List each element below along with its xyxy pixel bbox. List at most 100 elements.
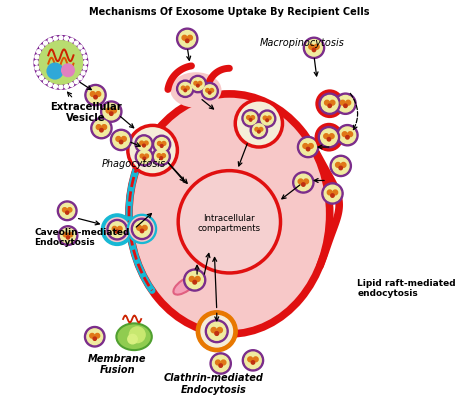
Circle shape: [143, 157, 146, 160]
Circle shape: [257, 130, 260, 133]
Circle shape: [253, 124, 265, 136]
Ellipse shape: [170, 72, 221, 107]
Circle shape: [196, 311, 237, 352]
Circle shape: [325, 100, 329, 105]
Circle shape: [251, 361, 255, 364]
Circle shape: [253, 357, 258, 362]
Circle shape: [246, 115, 250, 119]
Circle shape: [344, 104, 347, 107]
Circle shape: [342, 132, 347, 137]
Circle shape: [94, 95, 97, 99]
Text: Membrane
Fusion: Membrane Fusion: [88, 354, 146, 375]
Circle shape: [90, 334, 94, 338]
Circle shape: [194, 81, 198, 85]
Circle shape: [309, 144, 313, 148]
Circle shape: [328, 190, 332, 195]
Circle shape: [217, 328, 222, 333]
Circle shape: [251, 115, 255, 119]
Circle shape: [96, 91, 100, 97]
Circle shape: [93, 120, 109, 136]
Circle shape: [197, 84, 199, 87]
Circle shape: [143, 144, 146, 147]
Circle shape: [333, 190, 337, 195]
Circle shape: [54, 36, 57, 41]
Circle shape: [195, 276, 200, 282]
Circle shape: [249, 119, 252, 121]
Circle shape: [66, 236, 70, 239]
Circle shape: [35, 66, 39, 70]
Circle shape: [184, 269, 206, 291]
Circle shape: [39, 41, 82, 84]
Circle shape: [155, 138, 168, 151]
Circle shape: [186, 271, 203, 289]
Circle shape: [209, 91, 211, 94]
Circle shape: [135, 148, 154, 166]
Circle shape: [118, 227, 122, 231]
Circle shape: [182, 35, 187, 40]
Circle shape: [212, 355, 229, 372]
Circle shape: [300, 139, 316, 155]
Circle shape: [91, 117, 112, 139]
Circle shape: [327, 138, 331, 141]
Circle shape: [248, 357, 253, 362]
Circle shape: [157, 154, 161, 158]
Circle shape: [64, 85, 68, 88]
Circle shape: [70, 83, 73, 87]
Circle shape: [131, 218, 153, 239]
Circle shape: [110, 129, 132, 150]
Circle shape: [319, 93, 340, 114]
Circle shape: [160, 144, 163, 147]
Circle shape: [87, 329, 102, 344]
Circle shape: [62, 64, 74, 77]
Circle shape: [155, 150, 168, 163]
Circle shape: [321, 129, 337, 146]
Circle shape: [193, 280, 197, 284]
Circle shape: [324, 134, 328, 139]
Circle shape: [337, 125, 358, 146]
Circle shape: [135, 135, 153, 153]
Circle shape: [162, 154, 165, 158]
Circle shape: [206, 89, 210, 92]
Circle shape: [34, 36, 88, 89]
Circle shape: [211, 328, 216, 333]
Circle shape: [119, 140, 123, 144]
Circle shape: [219, 364, 222, 367]
Circle shape: [137, 225, 142, 230]
Text: Extracellular
Vesicle: Extracellular Vesicle: [50, 92, 121, 124]
Circle shape: [112, 227, 117, 231]
Ellipse shape: [117, 323, 152, 350]
Circle shape: [324, 185, 341, 202]
Circle shape: [332, 158, 349, 174]
Text: Mechanisms Of Exosome Uptake By Recipient Cells: Mechanisms Of Exosome Uptake By Recipien…: [89, 7, 370, 17]
Circle shape: [142, 225, 147, 230]
Circle shape: [179, 30, 195, 47]
Circle shape: [153, 135, 171, 153]
Circle shape: [185, 39, 189, 43]
Circle shape: [162, 142, 166, 146]
Circle shape: [85, 85, 106, 106]
Circle shape: [185, 86, 189, 90]
Circle shape: [100, 128, 103, 132]
Circle shape: [321, 95, 338, 112]
Circle shape: [335, 93, 356, 114]
Circle shape: [191, 78, 204, 90]
Circle shape: [216, 360, 220, 365]
Circle shape: [87, 87, 104, 103]
Circle shape: [319, 127, 339, 148]
Circle shape: [267, 116, 271, 120]
Circle shape: [317, 91, 343, 117]
Circle shape: [160, 157, 163, 160]
Circle shape: [235, 100, 283, 147]
Circle shape: [40, 76, 44, 80]
Circle shape: [259, 128, 263, 131]
Circle shape: [201, 83, 219, 100]
Circle shape: [35, 55, 39, 59]
Circle shape: [306, 40, 322, 56]
Circle shape: [210, 89, 214, 92]
Circle shape: [189, 75, 207, 93]
Circle shape: [348, 132, 353, 137]
Circle shape: [336, 162, 340, 167]
Circle shape: [68, 233, 73, 237]
Circle shape: [221, 360, 226, 365]
Circle shape: [201, 316, 233, 347]
